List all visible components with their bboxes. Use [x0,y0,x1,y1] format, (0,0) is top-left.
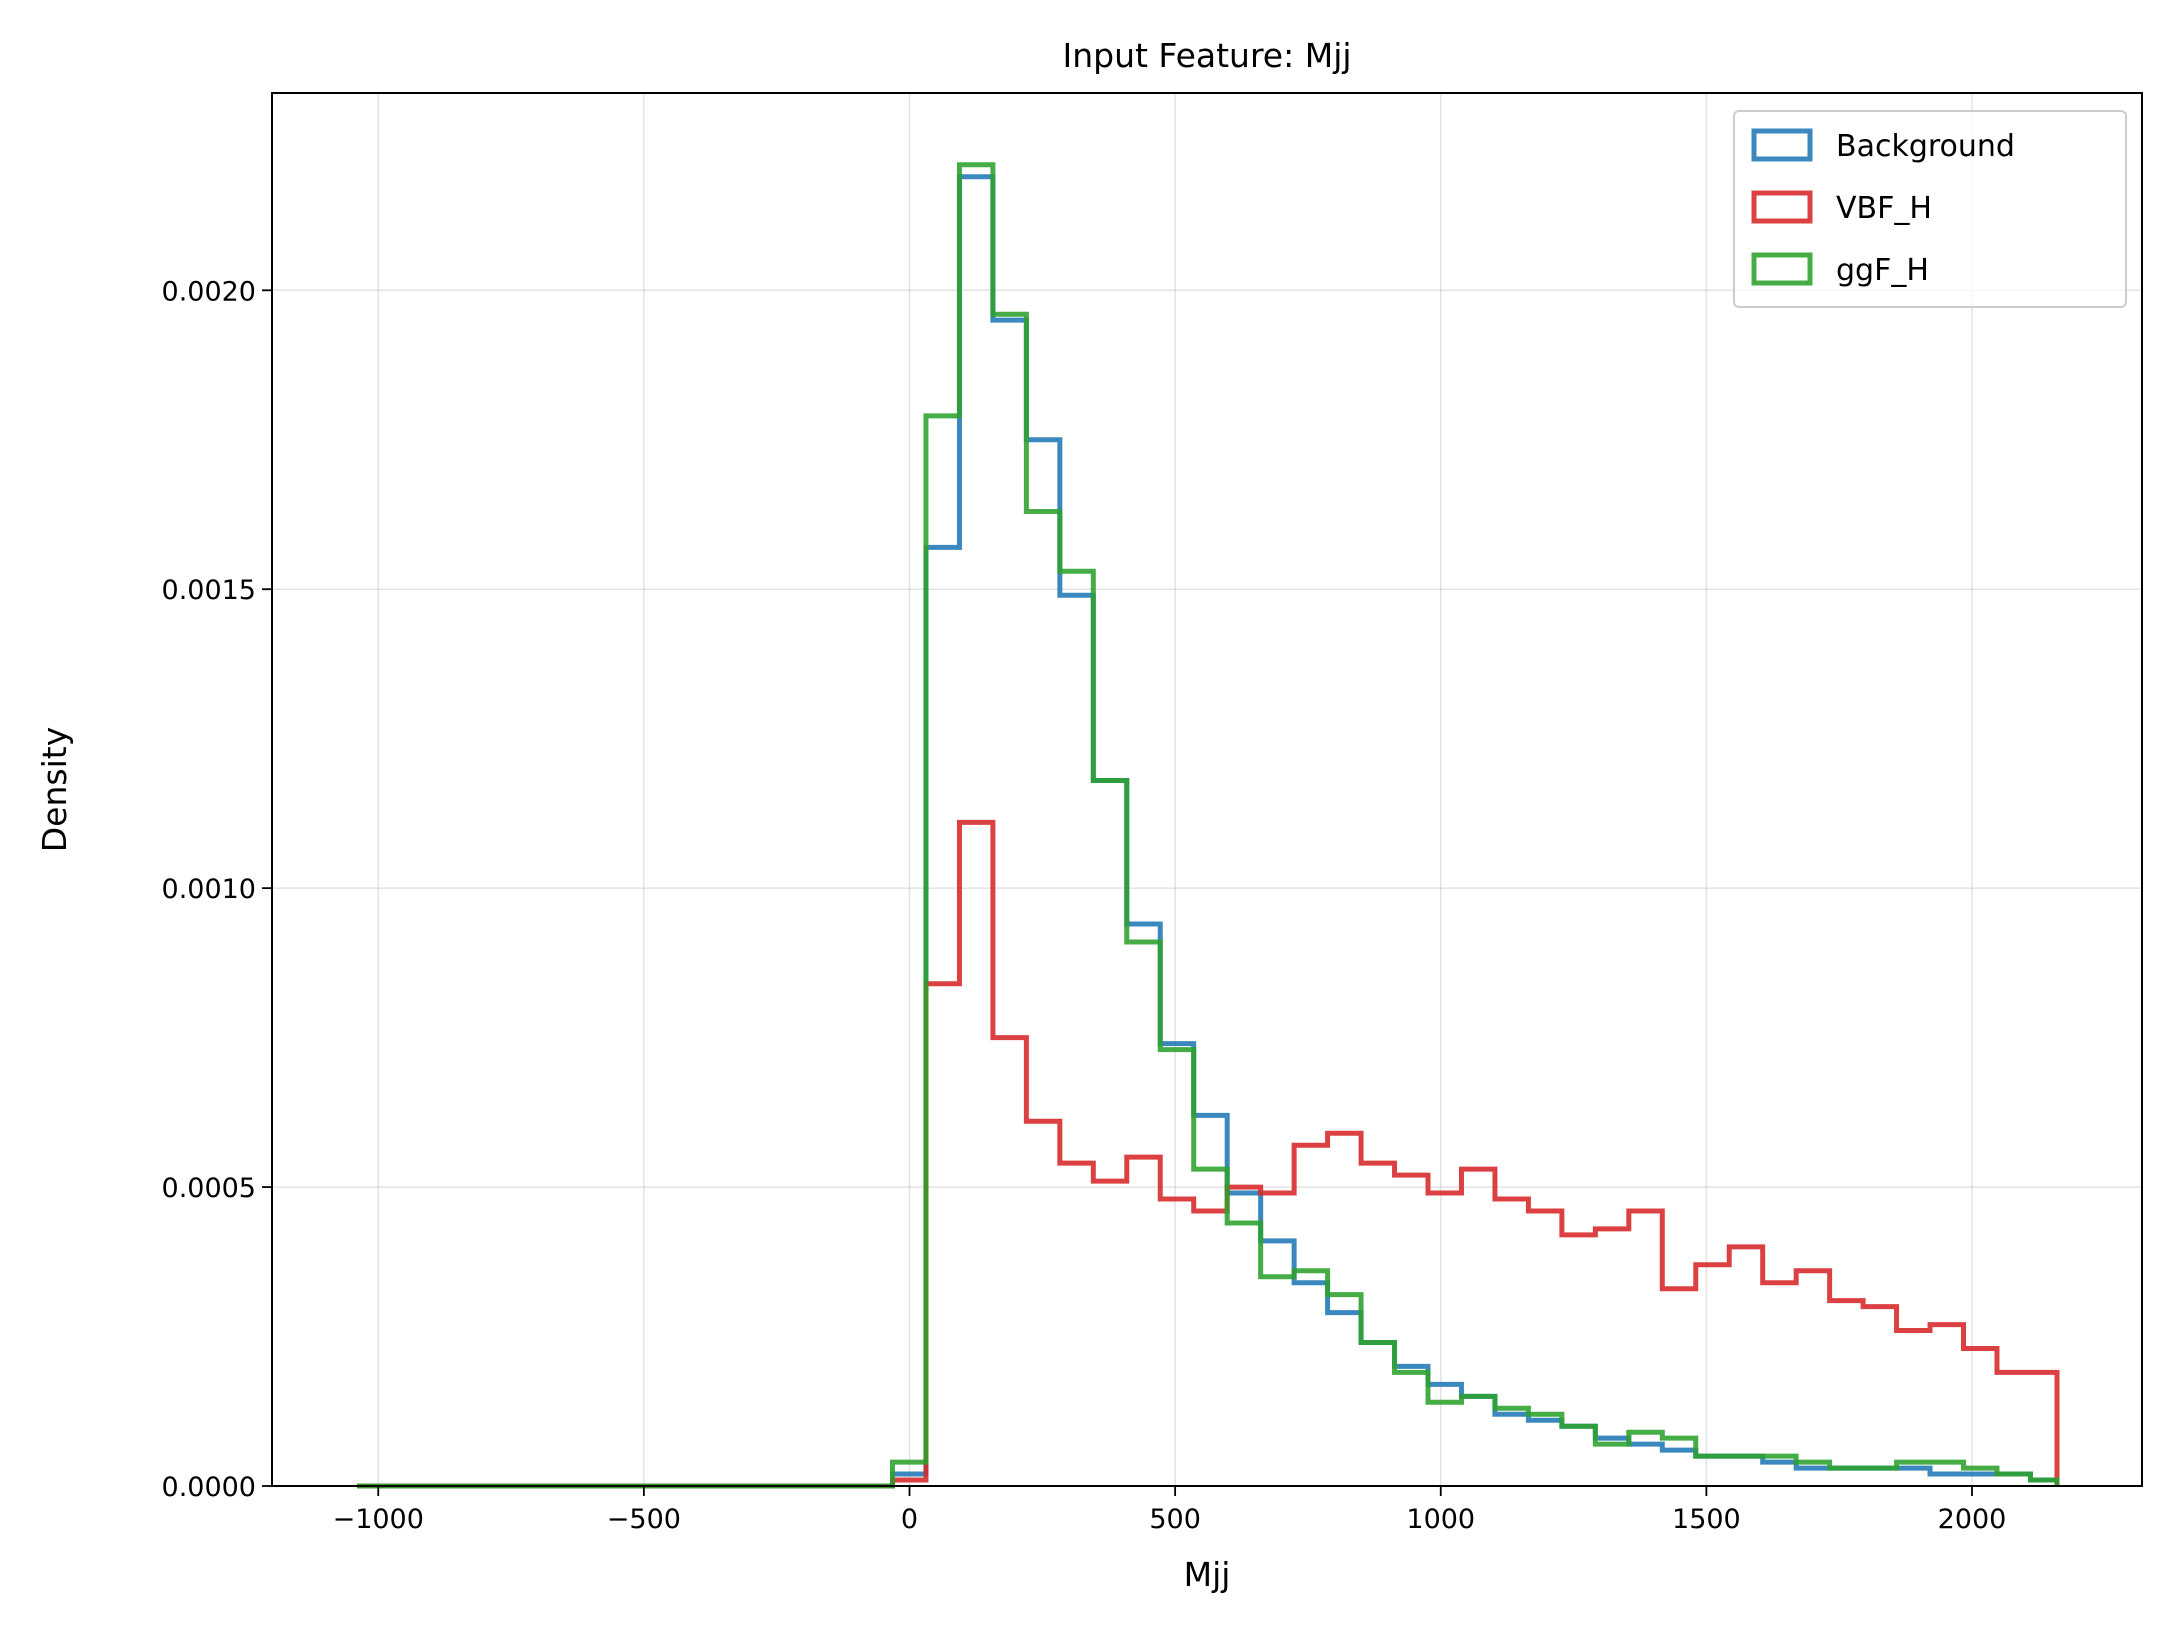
x-tick-label: 2000 [1938,1504,2007,1535]
x-tick-label: −500 [607,1504,681,1535]
y-tick-label: 0.0020 [162,276,256,307]
plot-frame [271,92,2143,1487]
chart-title: Input Feature: Mjj [1062,36,1351,75]
legend-swatch [1751,252,1813,286]
y-axis-ticks: 0.0000 0.0005 0.0010 0.0015 0.0020 [162,276,272,1503]
x-tick-label: 1000 [1406,1504,1475,1535]
y-axis-label: Density [35,727,74,852]
x-tick-label: −1000 [333,1504,424,1535]
y-tick-label: 0.0005 [162,1173,256,1204]
legend-swatch [1751,128,1813,162]
x-tick-label: 500 [1149,1504,1201,1535]
y-tick-label: 0.0010 [162,874,256,905]
legend-label: ggF_H [1836,253,1929,288]
x-axis-ticks: −1000 −500 0 500 1000 1500 2000 [333,1486,2007,1535]
x-tick-label: 1500 [1672,1504,1741,1535]
legend-label: Background [1836,129,2015,164]
y-tick-label: 0.0015 [162,575,256,606]
x-tick-label: 0 [901,1504,918,1535]
legend-label: VBF_H [1836,191,1932,226]
y-tick-label: 0.0000 [162,1472,256,1503]
x-axis-label: Mjj [1184,1555,1231,1594]
legend-swatch [1751,190,1813,224]
legend-box [1733,110,2127,308]
legend: Background VBF_H ggF_H [1733,110,2127,308]
